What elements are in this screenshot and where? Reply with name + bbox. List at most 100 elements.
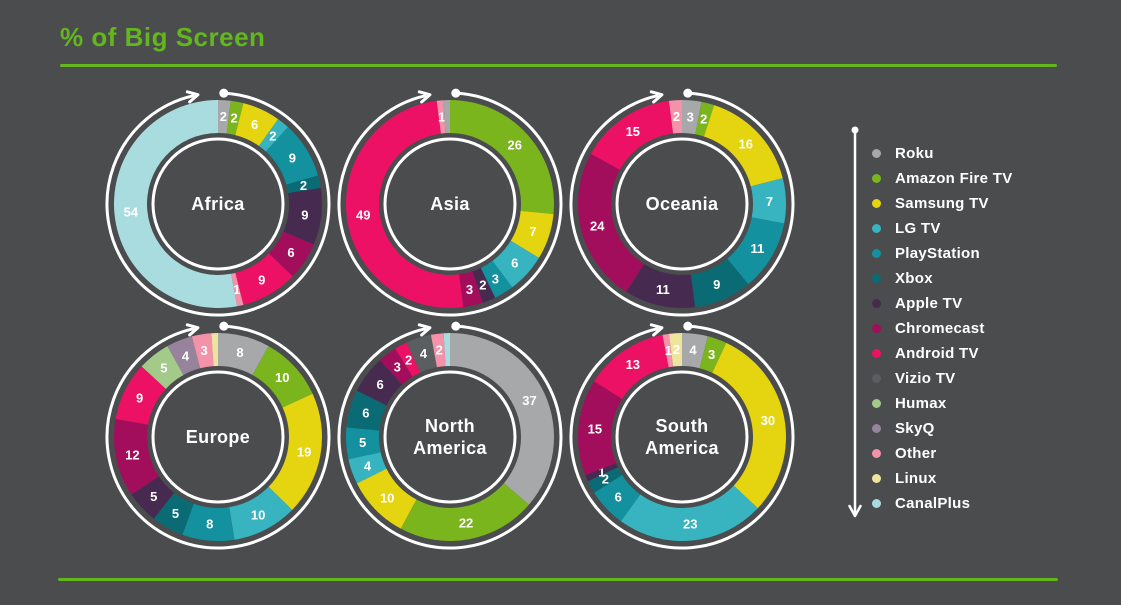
slice-android-tv — [346, 100, 464, 308]
slice-value-label: 5 — [172, 506, 179, 521]
legend-label: PlayStation — [895, 245, 980, 262]
legend-label: Vizio TV — [895, 370, 956, 387]
legend-label: Amazon Fire TV — [895, 170, 1013, 187]
progress-arc — [105, 91, 331, 317]
legend-item-canalplus: CanalPlus — [872, 491, 1013, 516]
slice-value-label: 6 — [287, 245, 294, 260]
donut-inner-ring — [151, 137, 285, 271]
footer-rule — [58, 578, 1058, 581]
slice-linux — [211, 333, 218, 367]
vizio-tv-swatch-icon — [872, 374, 881, 383]
slice-value-label: 5 — [359, 435, 366, 450]
slice-samsung-tv — [510, 210, 554, 258]
slice-value-label: 54 — [124, 205, 139, 220]
skyq-swatch-icon — [872, 424, 881, 433]
progress-start-dot-icon — [683, 88, 693, 98]
slice-lg-tv — [492, 240, 539, 288]
slice-samsung-tv — [356, 468, 417, 529]
slice-value-label: 7 — [529, 224, 536, 239]
progress-arrowhead-icon — [417, 90, 432, 104]
legend-label: Linux — [895, 470, 937, 487]
slice-chromecast — [268, 231, 314, 277]
slice-android-tv — [594, 334, 669, 399]
progress-start-dot-icon — [451, 321, 461, 331]
humax-swatch-icon — [872, 399, 881, 408]
slice-value-label: 13 — [626, 357, 640, 372]
slice-value-label: 9 — [136, 391, 143, 406]
slice-lg-tv — [620, 485, 758, 541]
slice-playstation — [265, 127, 319, 185]
slice-value-label: 1 — [438, 109, 445, 124]
slice-value-label: 49 — [356, 208, 370, 223]
slice-amazon-fire-tv — [699, 336, 727, 373]
android-tv-swatch-icon — [872, 349, 881, 358]
amazon-fire-tv-swatch-icon — [872, 174, 881, 183]
legend-label: Samsung TV — [895, 195, 989, 212]
slice-value-label: 2 — [405, 352, 412, 367]
slice-canalplus — [443, 333, 450, 367]
legend-item-other: Other — [872, 441, 1013, 466]
slice-other — [668, 100, 682, 134]
slice-amazon-fire-tv — [450, 100, 554, 214]
progress-start-dot-icon — [451, 88, 461, 98]
slice-value-label: 6 — [251, 117, 258, 132]
slice-value-label: 6 — [377, 377, 384, 392]
slice-apple-tv — [585, 463, 618, 482]
slice-playstation — [594, 475, 641, 522]
region-label: South — [656, 416, 709, 436]
legend-label: Humax — [895, 395, 947, 412]
slice-value-label: 3 — [492, 271, 499, 286]
slice-value-label: 6 — [362, 406, 369, 421]
title-underline — [60, 64, 1057, 67]
region-label: Africa — [191, 194, 245, 214]
slice-other — [662, 333, 674, 368]
slice-value-label: 6 — [615, 489, 622, 504]
slice-android-tv — [235, 253, 293, 305]
slice-value-label: 2 — [300, 178, 307, 193]
slice-roku — [443, 100, 450, 134]
progress-arrowhead-icon — [185, 323, 200, 337]
legend-item-apple-tv: Apple TV — [872, 291, 1013, 316]
slice-value-label: 11 — [750, 241, 764, 256]
slice-skyq — [167, 336, 201, 375]
legend-item-linux: Linux — [872, 466, 1013, 491]
page-title: % of Big Screen — [60, 22, 266, 52]
slice-value-label: 8 — [206, 517, 213, 532]
progress-arrowhead-icon — [649, 323, 664, 337]
slice-value-label: 19 — [297, 445, 311, 460]
slice-playstation — [346, 427, 381, 460]
region-label: Asia — [430, 194, 470, 214]
slice-value-label: 2 — [602, 472, 609, 487]
slice-other — [436, 100, 446, 134]
playstation-swatch-icon — [872, 249, 881, 258]
chromecast-swatch-icon — [872, 324, 881, 333]
slice-apple-tv — [356, 360, 403, 406]
slice-value-label: 4 — [182, 348, 190, 363]
slice-apple-tv — [283, 188, 322, 245]
slice-value-label: 4 — [364, 459, 372, 474]
slice-value-label: 16 — [739, 137, 753, 152]
donut-inner-ring — [615, 370, 749, 504]
slice-android-tv — [395, 342, 421, 377]
slice-value-label: 2 — [673, 342, 680, 357]
roku-swatch-icon — [872, 149, 881, 158]
slice-value-label: 8 — [236, 345, 243, 360]
slice-android-tv — [590, 100, 674, 170]
slice-roku — [218, 333, 269, 375]
slice-linux — [668, 333, 682, 367]
slice-chromecast — [379, 348, 413, 385]
slice-xbox — [286, 175, 321, 194]
slice-value-label: 3 — [466, 282, 473, 297]
slice-chromecast — [459, 271, 483, 308]
slice-value-label: 7 — [766, 194, 773, 209]
legend-item-roku: Roku — [872, 141, 1013, 166]
progress-start-dot-icon — [683, 321, 693, 331]
progress-arc — [337, 91, 563, 317]
progress-arc — [569, 91, 795, 317]
progress-start-dot-icon — [219, 88, 229, 98]
legend-item-playstation: PlayStation — [872, 241, 1013, 266]
slice-value-label: 30 — [761, 413, 775, 428]
legend-item-xbox: Xbox — [872, 266, 1013, 291]
